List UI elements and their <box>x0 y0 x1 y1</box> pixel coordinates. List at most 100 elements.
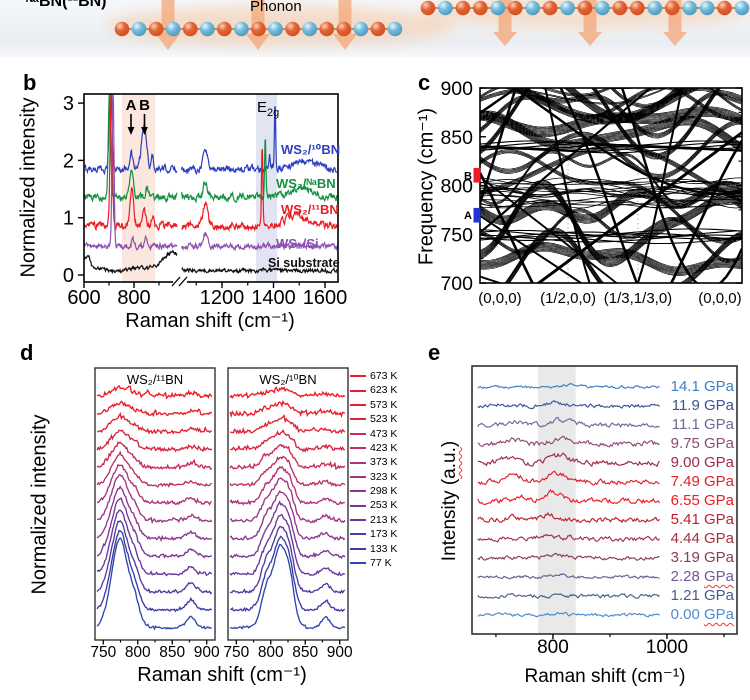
intensity-label-unit: a.u. <box>439 447 460 479</box>
pressure-value: 6.55 <box>670 492 704 509</box>
down-arrow-icon <box>141 127 148 135</box>
spectrum-curve <box>181 106 338 176</box>
tick-label: 1000 <box>646 637 688 658</box>
legend-item: 298 K <box>350 484 397 498</box>
boron-atom-icon <box>542 0 558 16</box>
pressure-value: 2.28 <box>670 568 704 585</box>
spectrum-curve <box>84 94 178 204</box>
temperature-curve <box>229 500 346 560</box>
tick-label: 800 <box>440 176 473 198</box>
tick-label: 600 <box>67 287 100 309</box>
boron-atom-icon <box>717 0 732 16</box>
boron-atom-icon <box>319 21 335 37</box>
boron-atom-icon <box>148 21 164 37</box>
boron-atom-icon <box>251 21 266 37</box>
temperature-legend: 673 K 623 K 573 K 523 K 473 K 423 K 373 K 323 K… <box>350 369 397 570</box>
tick-label: 1 <box>63 208 74 230</box>
intensity-label-suffix: ) <box>439 440 460 448</box>
nitrogen-atom-icon <box>490 0 506 16</box>
pressure-value: 14.1 <box>670 378 704 395</box>
pressure-label: 2.28 GPa <box>656 568 734 586</box>
temperature-curve <box>97 497 212 559</box>
tick-label: 1200 <box>200 287 245 309</box>
temperature-curve <box>96 520 213 595</box>
legend-label: 77 K <box>370 557 392 570</box>
temperature-curve <box>229 428 346 453</box>
temperature-curve <box>229 477 346 524</box>
temperature-curve <box>230 535 346 613</box>
spectra-curves-e <box>477 382 660 618</box>
temperature-curve <box>229 543 346 630</box>
legend-item: 373 K <box>350 455 397 469</box>
pressure-unit: GPa <box>703 378 734 395</box>
pressure-curve <box>477 552 660 562</box>
legend-item: 323 K <box>350 470 397 484</box>
temperature-curve <box>229 490 346 541</box>
tick-label: 800 <box>258 644 284 661</box>
temperature-curve <box>229 414 346 435</box>
legend-label: 133 K <box>370 542 398 555</box>
temperature-curve <box>96 400 213 418</box>
pressure-curve <box>477 416 660 429</box>
pressure-curve <box>477 611 660 618</box>
temperature-curve <box>96 450 213 488</box>
subpanel-title-11BN: WS₂/¹¹BN <box>126 372 184 387</box>
pressure-curve <box>477 488 660 505</box>
pressure-unit: GPa <box>703 435 734 452</box>
legend-item: 173 K <box>350 527 397 541</box>
legend-label: 523 K <box>370 413 398 426</box>
mode-marker-label-A: A <box>464 210 472 222</box>
spectra-curves-d <box>96 384 213 631</box>
chart-d: 750 800 850 900 750 800 850 900 <box>90 367 353 661</box>
pressure-value: 9.75 <box>670 435 704 452</box>
legend-line-icon <box>350 375 366 378</box>
phonon-label: Phonon <box>250 0 302 15</box>
boron-atom-icon <box>577 0 593 16</box>
panel-b-raman-spectra: b 600 800 1200 1400 1600 0 1 2 3 A B E2g WS₂/¹⁰BN WS… <box>0 60 410 360</box>
boron-atom-icon <box>455 0 471 16</box>
tick-label: 800 <box>125 644 151 661</box>
temperature-curve <box>97 473 213 525</box>
pressure-unit: GPa <box>703 473 734 490</box>
pressure-unit: GPa <box>703 549 734 566</box>
legend-line-icon <box>350 533 366 536</box>
temperature-curve <box>96 537 212 631</box>
legend-line-icon <box>350 403 366 406</box>
tick-label: 2 <box>63 150 74 172</box>
nitrogen-atom-icon <box>647 0 663 16</box>
boron-atom-icon <box>473 0 488 16</box>
pressure-label: 1.21 GPa <box>656 587 734 605</box>
legend-line-icon <box>350 447 366 450</box>
pressure-curve <box>477 533 660 543</box>
spectrum-curve <box>181 231 338 252</box>
x-axis-label-d: Raman shift (cm⁻¹) <box>137 664 307 686</box>
pressure-label: 7.49 GPa <box>656 473 734 491</box>
tick-label: 750 <box>223 644 249 661</box>
temperature-curve <box>229 513 346 577</box>
temperature-curve <box>229 386 346 399</box>
temperature-curve <box>96 463 212 506</box>
nitrogen-atom-icon <box>302 21 317 37</box>
boron-atom-icon <box>285 21 300 37</box>
y-axis-label-d: Normalized intensity <box>28 414 51 595</box>
pressure-value: 7.49 <box>670 473 704 490</box>
series-label: WS₂/¹⁰BN <box>281 142 341 157</box>
temperature-curve <box>96 441 213 471</box>
temperature-curve <box>96 529 213 613</box>
panel-a-phonon-illustration: ᴺᵃBN(¹¹BN) Phonon <box>0 0 750 57</box>
chart-c: 700 750 800 850 900 (0,0,0) (1/2,0,0) (1/3,1/3,… <box>440 78 743 307</box>
boron-atom-icon <box>630 0 645 16</box>
pressure-value: 3.19 <box>670 549 704 566</box>
spectrum-curve <box>84 94 178 176</box>
chart-e: 800 1000 <box>471 365 738 658</box>
phonon-bands <box>480 88 742 283</box>
pressure-unit: GPa <box>703 492 734 509</box>
legend-line-icon <box>350 519 366 522</box>
nitrogen-atom-icon <box>438 0 453 16</box>
pressure-curve <box>477 452 660 468</box>
series-label: WS₂/ᴺᵃBN <box>276 176 336 191</box>
legend-item: 673 K <box>350 369 397 383</box>
legend-label: 298 K <box>370 485 398 498</box>
